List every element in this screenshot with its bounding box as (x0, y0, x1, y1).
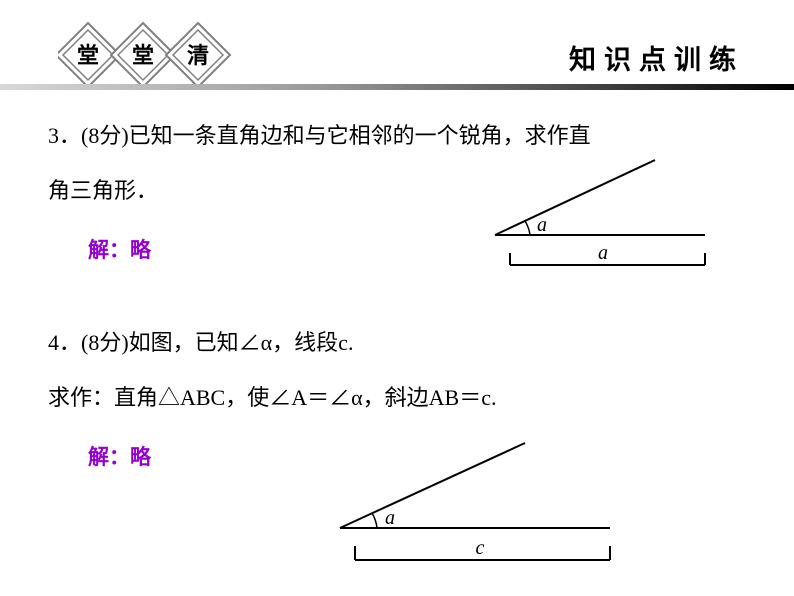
angle-upper-ray-c (340, 443, 525, 528)
diamond-char-3: 清 (187, 43, 209, 68)
angle-arc-c (372, 513, 377, 528)
figure-q3-svg: a a (475, 155, 735, 275)
header-gradient-line (0, 84, 794, 90)
diamond-char-2: 堂 (132, 43, 154, 68)
diamond-svg: 堂 堂 清 (58, 20, 258, 90)
page-header: 堂 堂 清 知识点训练 (0, 0, 794, 90)
angle-label-a: a (537, 214, 547, 236)
figure-q3: a a (475, 155, 735, 280)
q4-line2: 求作：直角△ABC，使∠A＝∠α，斜边AB＝c. (48, 370, 746, 425)
segment-label-c: c (476, 537, 485, 559)
q4-line1: 4．(8分)如图，已知∠α，线段c. (48, 315, 746, 370)
figure-q4-svg: a c (315, 438, 635, 568)
diamond-char-1: 堂 (77, 43, 99, 68)
figure-q4: a c (315, 438, 635, 573)
segment-label-a: a (598, 242, 608, 264)
angle-label-a2: a (385, 507, 395, 529)
angle-upper-ray (495, 160, 655, 235)
content-area: 3．(8分)已知一条直角边和与它相邻的一个锐角，求作直 角三角形． 解：略 4．… (0, 90, 794, 483)
angle-arc (525, 221, 530, 235)
header-right-title: 知识点训练 (569, 38, 744, 77)
